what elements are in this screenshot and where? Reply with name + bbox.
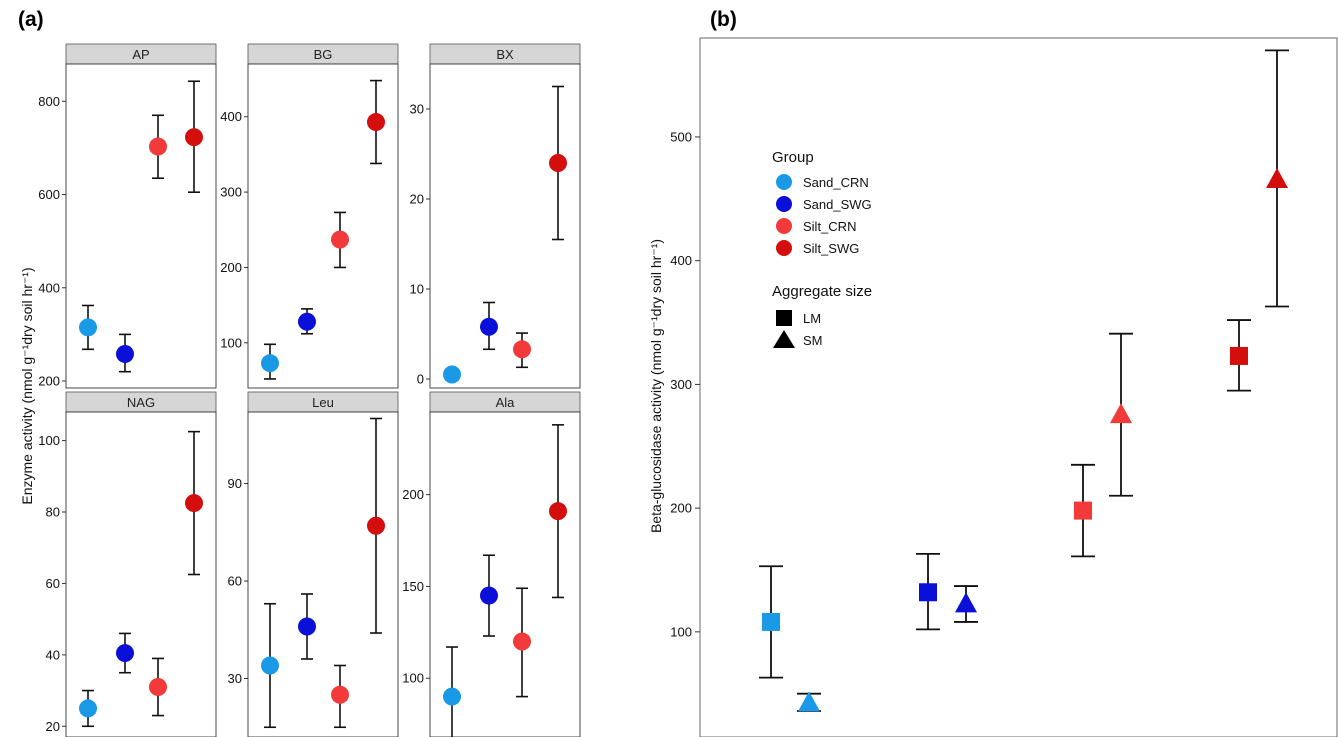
point-bg-sand-crn (261, 354, 279, 373)
point-ala-silt-crn (513, 632, 531, 651)
y-tick-label-ala: 150 (402, 579, 424, 594)
legend-group-title: Group (772, 149, 814, 166)
facet-label-ap: AP (132, 47, 149, 62)
y-tick-label-nag: 60 (46, 576, 60, 591)
point-bg-sand-swg (298, 312, 316, 331)
y-tick-label-bx: 30 (410, 102, 424, 117)
y-tick-label-leu: 90 (228, 476, 242, 491)
legend-label-silt-swg: Silt_SWG (803, 241, 859, 256)
legend-swatch-sm (773, 330, 795, 348)
panel-b-y-tick-label: 500 (670, 129, 692, 144)
legend-label-lm: LM (803, 311, 821, 326)
panel-b-point-sand-crn-lm (762, 612, 780, 631)
legend-swatch-sand-swg (776, 196, 792, 212)
facet-label-leu: Leu (312, 395, 334, 410)
y-tick-label-bx: 20 (410, 192, 424, 207)
y-tick-label-nag: 20 (46, 719, 60, 734)
point-leu-sand-swg (298, 617, 316, 636)
y-tick-label-bg: 200 (220, 260, 242, 275)
facet-leu: Leu 30 60 90 (228, 391, 399, 737)
panel-b-y-tick-label: 400 (670, 253, 692, 268)
y-tick-label-ala: 100 (402, 671, 424, 686)
point-bg-silt-swg (367, 113, 385, 132)
facet-frame-bx (429, 63, 581, 389)
panel-b-point-silt-crn-lm (1074, 501, 1092, 520)
panel-b-y-tick-label: 300 (670, 377, 692, 392)
y-tick-label-nag: 40 (46, 647, 60, 662)
y-tick-label-bx: 0 (417, 372, 424, 387)
panel-b-y-tick-label: 100 (670, 624, 692, 639)
legend-swatch-sand-crn (776, 174, 792, 190)
point-nag-silt-swg (185, 494, 203, 513)
point-ala-silt-swg (549, 502, 567, 521)
facet-bg: BG 100 200 300 400 (220, 43, 399, 389)
y-tick-label-ap: 600 (38, 187, 60, 202)
panel-b-point-silt-crn-sm (1110, 403, 1132, 424)
legend-shape-title: Aggregate size (772, 283, 872, 300)
point-nag-sand-crn (79, 699, 97, 718)
legend-label-sand-crn: Sand_CRN (803, 175, 869, 190)
facet-frame-ala (429, 411, 581, 737)
point-bx-sand-crn (443, 365, 461, 384)
y-tick-label-leu: 60 (228, 574, 242, 589)
point-ala-sand-swg (480, 586, 498, 605)
point-ap-sand-crn (79, 318, 97, 337)
facet-ala: Ala 100 150 200 (402, 391, 581, 737)
facet-label-ala: Ala (496, 395, 516, 410)
point-nag-silt-crn (149, 678, 167, 696)
point-leu-silt-swg (367, 516, 385, 535)
y-tick-label-nag: 100 (38, 433, 60, 448)
y-tick-label-ala: 200 (402, 487, 424, 502)
point-bx-silt-swg (549, 154, 567, 172)
point-ap-sand-swg (116, 344, 134, 363)
point-leu-sand-crn (261, 656, 279, 675)
point-ala-sand-crn (443, 687, 461, 706)
y-tick-label-bg: 400 (220, 109, 242, 124)
legend-swatch-silt-swg (776, 240, 792, 256)
y-tick-label-bg: 100 (220, 335, 242, 350)
legend-swatch-silt-crn (776, 218, 792, 234)
point-bx-silt-crn (513, 340, 531, 359)
facet-ap: AP 200 400 600 800 (38, 43, 217, 389)
panel-b-legend: Group Sand_CRN Sand_SWG Silt_CRN Silt_SWG Agg… (772, 149, 872, 348)
panel-b-plot: 100 200 300 400 500 Beta-glucosidase activity… (648, 37, 1338, 737)
facet-bx: BX 0 10 20 30 (410, 43, 581, 389)
facet-label-bg: BG (314, 47, 333, 62)
y-tick-label-bx: 10 (410, 282, 424, 297)
legend-label-sm: SM (803, 333, 823, 348)
panel-b-frame (699, 37, 1338, 737)
point-ap-silt-crn (149, 137, 167, 156)
point-bx-sand-swg (480, 317, 498, 336)
panel-a-y-axis-title: Enzyme activity (nmol g⁻¹dry soil hr⁻¹) (19, 267, 35, 504)
panel-b-point-silt-swg-lm (1230, 346, 1248, 365)
point-leu-silt-crn (331, 685, 349, 704)
y-tick-label-leu: 30 (228, 671, 242, 686)
legend-label-silt-crn: Silt_CRN (803, 219, 856, 234)
panel-b-point-silt-swg-sm (1266, 168, 1288, 189)
facet-frame-leu (247, 411, 399, 737)
facet-nag: NAG 20 40 60 80 100 (38, 391, 217, 737)
point-ap-silt-swg (185, 128, 203, 147)
facet-label-nag: NAG (127, 395, 155, 410)
facet-label-bx: BX (496, 47, 514, 62)
legend-label-sand-swg: Sand_SWG (803, 197, 872, 212)
y-tick-label-bg: 300 (220, 185, 242, 200)
panel-b-letter: (b) (710, 8, 737, 31)
y-tick-label-ap: 400 (38, 280, 60, 295)
panel-b-point-sand-swg-sm (955, 592, 977, 613)
panel-b-y-axis-title: Beta-glucosidase activity (nmol g⁻¹dry s… (648, 239, 664, 533)
legend-swatch-lm (776, 310, 792, 326)
point-nag-sand-swg (116, 644, 134, 663)
y-tick-label-ap: 800 (38, 94, 60, 109)
panel-a-letter: (a) (18, 8, 44, 31)
panel-b-point-sand-swg-lm (919, 583, 937, 602)
point-bg-silt-crn (331, 230, 349, 249)
panel-b-y-tick-label: 200 (670, 501, 692, 516)
panel-b-point-sand-crn-sm (798, 691, 820, 712)
panel-a-facets: AP 200 400 600 800 BG 100 200 300 400 BX 0 10 20 30 NAG… (38, 43, 581, 737)
y-tick-label-ap: 200 (38, 374, 60, 389)
y-tick-label-nag: 80 (46, 505, 60, 520)
